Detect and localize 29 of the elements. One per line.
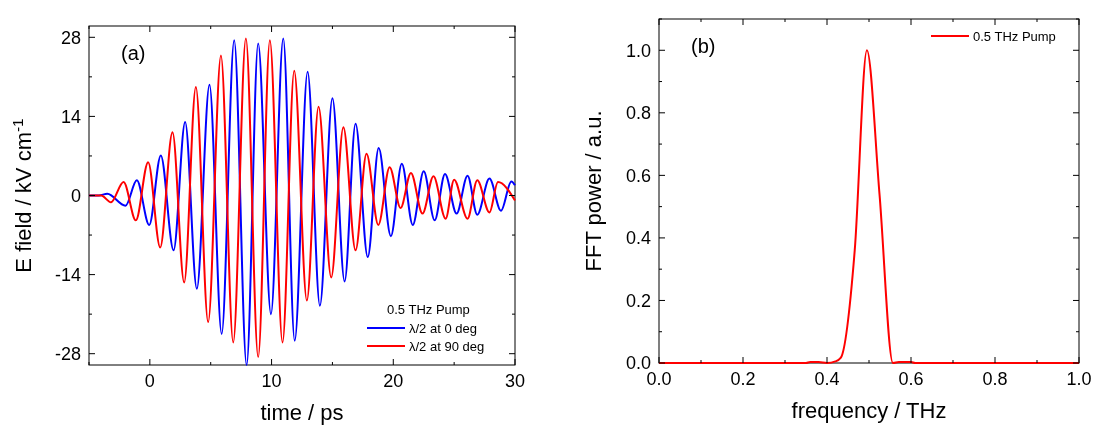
legend-label: λ/2 at 90 deg: [409, 338, 485, 354]
legend-title: 0.5 THz Pump: [387, 301, 470, 317]
y-tick-label: 0.2: [625, 290, 651, 311]
y-tick-label: 0.6: [625, 165, 651, 186]
x-tick-label: 30: [504, 371, 526, 391]
x-tick-label: 0: [144, 371, 155, 391]
x-axis-title: time / ps: [260, 400, 344, 425]
y-tick-label: 0.8: [625, 103, 651, 124]
y-tick-label: -28: [54, 344, 81, 364]
y-axis-title: FFT power / a.u.: [581, 110, 606, 272]
x-axis-title: frequency / THz: [791, 398, 947, 423]
y-tick-label: -14: [54, 264, 81, 285]
legend-label: 0.5 THz Pump: [973, 28, 1056, 44]
x-tick-label: 0.6: [898, 369, 924, 389]
y-tick-label: 14: [60, 106, 81, 127]
x-tick-label: 0.4: [814, 369, 840, 389]
x-tick-label: 0.8: [982, 369, 1008, 389]
annotation: (b): [691, 35, 716, 57]
x-tick-label: 0.2: [730, 369, 756, 389]
x-tick-label: 20: [383, 371, 404, 391]
annotation: (a): [121, 42, 146, 64]
x-tick-label: 10: [261, 371, 282, 391]
y-tick-label: 28: [60, 27, 81, 48]
legend-label: λ/2 at 0 deg: [409, 320, 477, 336]
x-tick-label: 1.0: [1066, 369, 1092, 389]
x-tick-label: 0.0: [646, 369, 672, 389]
y-tick-label: 0: [70, 185, 81, 206]
y-tick-label: 1.0: [625, 40, 651, 61]
y-tick-label: 0.4: [625, 228, 651, 249]
